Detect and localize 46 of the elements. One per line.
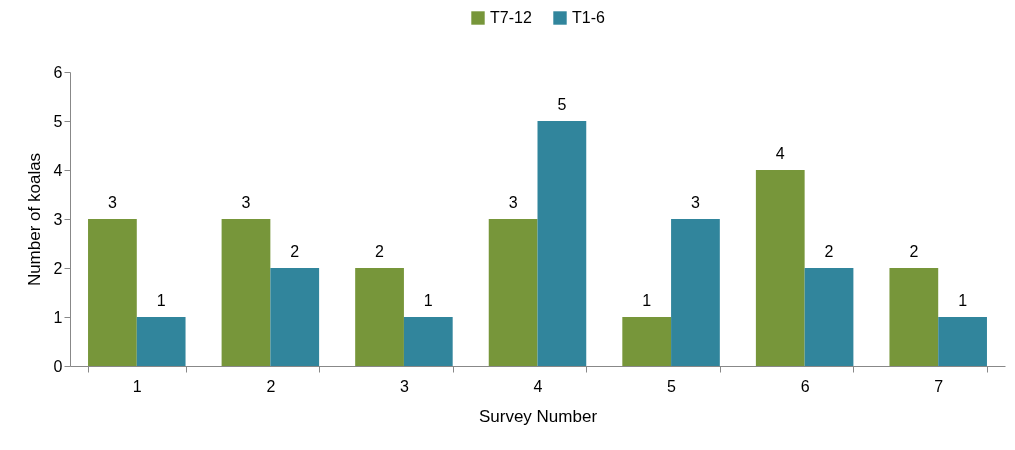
bar	[403, 317, 453, 366]
bar	[938, 317, 987, 366]
bar	[755, 170, 805, 366]
data-label: 2	[824, 243, 834, 260]
bar	[136, 317, 186, 366]
x-tick-label: 6	[800, 377, 810, 395]
data-label: 2	[290, 243, 300, 260]
y-tick-label: 2	[53, 259, 63, 277]
data-label: 1	[423, 292, 433, 309]
data-label: 2	[909, 243, 919, 260]
data-label: 1	[958, 292, 968, 309]
x-tick-label: 5	[667, 377, 677, 395]
x-tick-label: 1	[132, 377, 142, 395]
bar	[488, 219, 538, 366]
y-tick-label: 0	[53, 357, 63, 375]
bar	[804, 268, 854, 366]
x-axis-title: Survey Number	[478, 406, 598, 426]
bar	[88, 219, 137, 366]
bar	[221, 219, 271, 366]
data-label: 1	[156, 292, 166, 309]
data-label: 4	[775, 145, 785, 162]
data-label: 5	[557, 96, 567, 113]
bar	[270, 268, 320, 366]
y-tick-label: 1	[53, 308, 63, 326]
legend-label: T7-12	[490, 9, 532, 26]
bar	[671, 219, 720, 366]
x-tick-label: 3	[399, 377, 409, 395]
x-tick-label: 2	[266, 377, 276, 395]
data-label: 3	[508, 194, 518, 211]
bar	[537, 121, 587, 366]
y-tick-label: 4	[53, 161, 63, 179]
y-axis-title: Number of koalas	[24, 152, 44, 287]
y-tick-label: 5	[53, 112, 63, 130]
data-label: 1	[642, 292, 652, 309]
data-label: 3	[691, 194, 700, 211]
bar	[622, 317, 672, 366]
x-tick-label: 7	[934, 377, 944, 395]
y-tick-label: 6	[53, 63, 63, 81]
y-tick-label: 3	[53, 210, 63, 228]
bar	[355, 268, 404, 366]
legend-label: T1-6	[572, 9, 605, 26]
data-label: 2	[375, 243, 385, 260]
data-label: 3	[241, 194, 251, 211]
bar	[889, 268, 939, 366]
data-label: 3	[107, 194, 117, 211]
x-tick-label: 4	[533, 377, 543, 395]
